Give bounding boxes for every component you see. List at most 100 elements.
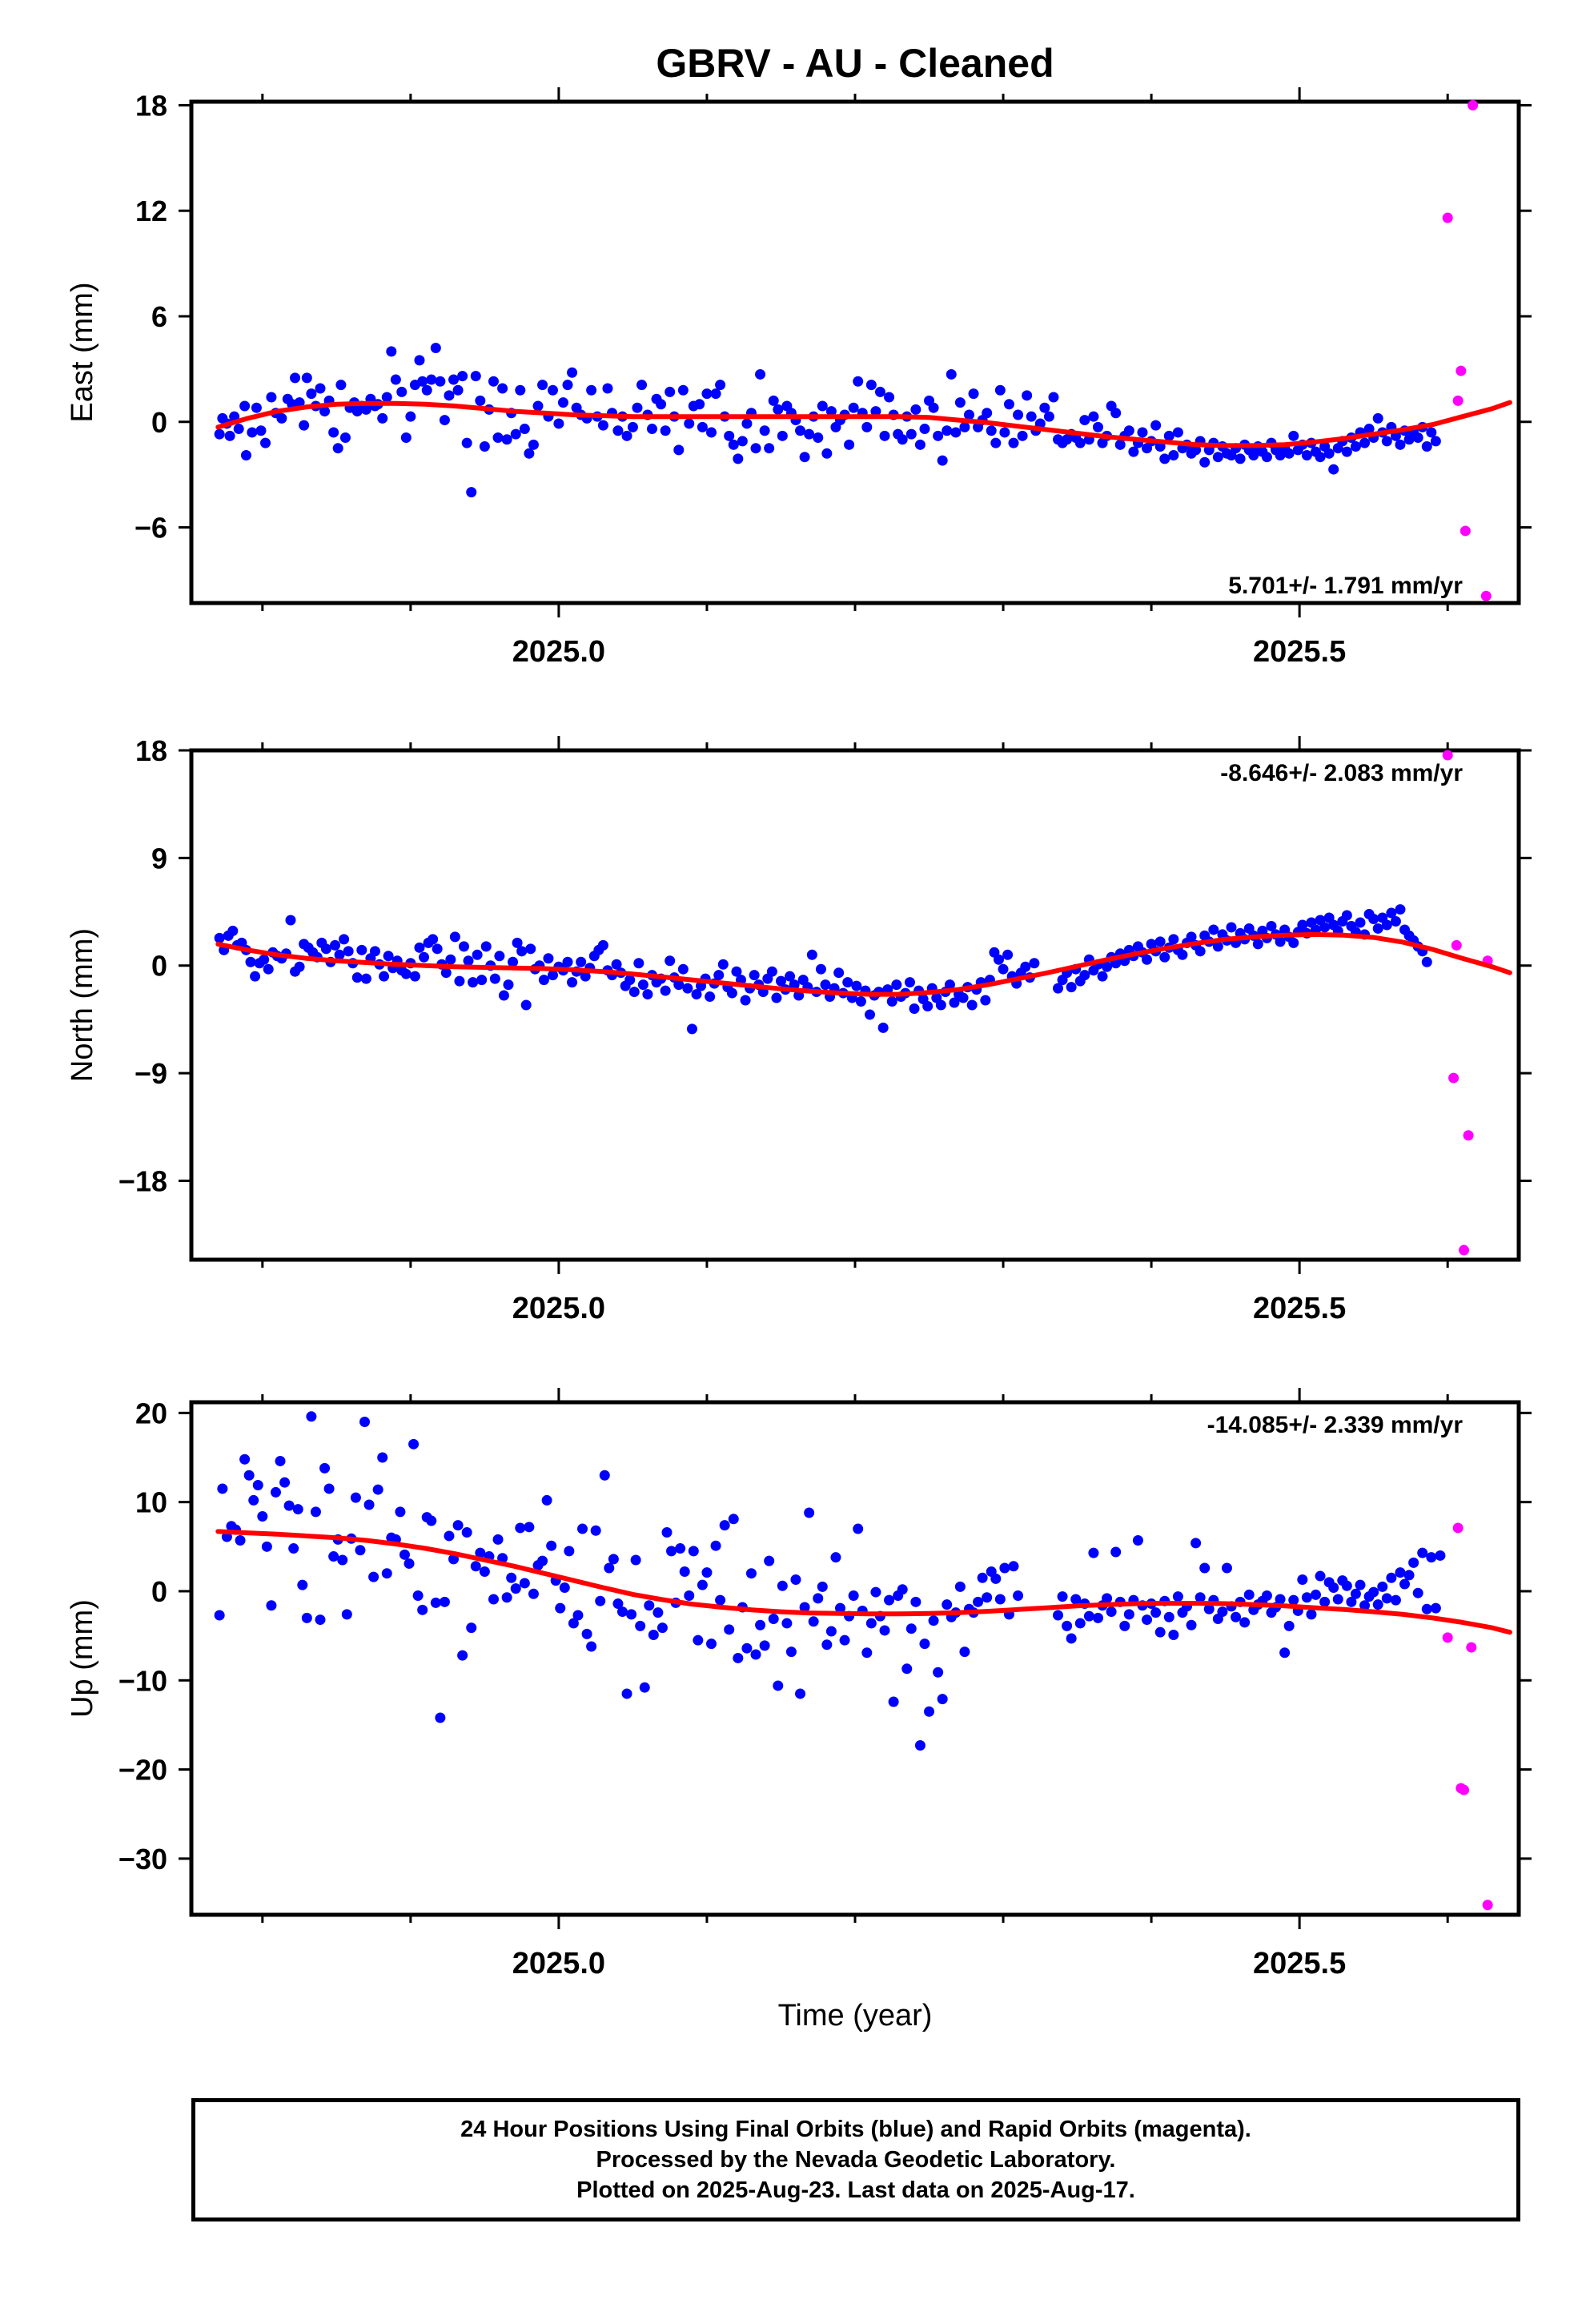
final-orbit-point	[1212, 452, 1223, 463]
final-orbit-point	[494, 951, 505, 962]
y-axis-label: North (mm)	[66, 928, 99, 1082]
final-orbit-point	[1212, 941, 1223, 952]
final-orbit-point	[239, 400, 251, 412]
final-orbit-point	[239, 1454, 251, 1465]
final-orbit-point	[652, 1607, 664, 1618]
final-orbit-point	[1186, 1619, 1197, 1630]
final-orbit-point	[740, 995, 751, 1006]
fit-curve	[215, 400, 1512, 448]
final-orbit-point	[472, 949, 483, 960]
final-orbit-point	[562, 380, 573, 391]
final-orbit-point	[994, 1594, 1006, 1605]
y-tick-label: 18	[135, 734, 167, 767]
y-tick-label: 6	[151, 300, 167, 333]
rapid-orbit-point	[1456, 365, 1467, 376]
final-orbit-point	[785, 1647, 797, 1658]
final-orbit-point	[759, 425, 770, 436]
final-orbit-point	[1350, 1588, 1361, 1599]
final-orbit-point	[470, 371, 481, 382]
final-orbit-point	[946, 368, 957, 380]
final-orbit-point	[815, 963, 826, 975]
final-orbit-point	[697, 421, 708, 432]
final-orbit-point	[1119, 1620, 1130, 1631]
final-orbit-point	[942, 425, 953, 436]
final-orbit-point	[673, 979, 685, 991]
final-orbit-point	[546, 1540, 557, 1551]
final-orbit-point	[741, 1642, 753, 1654]
final-orbit-point	[688, 1546, 699, 1557]
final-orbit-point	[820, 979, 831, 991]
final-orbit-point	[1020, 961, 1031, 972]
final-orbit-point	[1275, 1594, 1286, 1605]
final-orbit-point	[1208, 924, 1219, 935]
final-orbit-point	[257, 1510, 268, 1522]
final-orbit-point	[404, 1558, 415, 1569]
final-orbit-point	[520, 999, 532, 1011]
final-orbit-point	[842, 977, 853, 988]
final-orbit-point	[993, 954, 1004, 965]
y-tick-label: 20	[135, 1397, 167, 1429]
final-orbit-point	[1191, 1538, 1202, 1549]
rapid-orbit-point	[1466, 1642, 1477, 1653]
final-orbit-point	[250, 971, 261, 982]
final-orbit-point	[781, 1618, 793, 1629]
final-orbit-point	[1426, 1552, 1437, 1563]
final-orbit-point	[1150, 1607, 1162, 1618]
final-orbit-point	[646, 424, 657, 435]
final-orbit-point	[632, 402, 643, 413]
final-orbit-point	[468, 977, 479, 988]
final-orbit-point	[897, 1584, 908, 1595]
final-orbit-point	[933, 430, 944, 441]
final-orbit-point	[1412, 432, 1423, 444]
final-orbit-point	[283, 1500, 295, 1511]
final-orbit-point	[942, 1599, 953, 1610]
final-orbit-point	[853, 376, 864, 387]
x-tick-label: 2025.5	[1253, 1292, 1346, 1325]
fit-curve	[215, 931, 1512, 997]
final-orbit-point	[1043, 411, 1054, 422]
final-orbit-point	[731, 966, 742, 977]
final-orbit-point	[684, 1590, 695, 1602]
final-orbit-point	[1102, 1593, 1113, 1604]
final-orbit-point	[990, 1573, 1002, 1584]
final-orbit-point	[1395, 439, 1406, 450]
final-orbit-point	[648, 1630, 659, 1641]
final-orbit-point	[1191, 444, 1202, 456]
final-orbit-point	[1275, 936, 1286, 947]
final-orbit-point	[697, 1579, 708, 1590]
final-orbit-point	[1372, 412, 1383, 424]
final-orbit-point	[350, 1492, 361, 1503]
final-orbit-point	[905, 1623, 917, 1634]
final-orbit-point	[636, 380, 648, 391]
footer-line-orbits: 24 Hour Positions Using Final Orbits (bl…	[460, 2117, 1251, 2142]
final-orbit-point	[604, 1562, 615, 1574]
final-orbit-point	[627, 421, 638, 432]
final-orbit-point	[804, 1507, 815, 1518]
final-orbit-point	[372, 1484, 383, 1495]
x-axis-label: Time (year)	[778, 1999, 933, 2032]
final-orbit-point	[383, 951, 394, 962]
final-orbit-point	[334, 949, 345, 960]
final-orbit-point	[694, 399, 705, 410]
final-orbit-point	[954, 397, 966, 408]
final-orbit-point	[360, 973, 371, 984]
final-orbit-point	[963, 409, 974, 420]
final-orbit-point	[733, 453, 744, 464]
final-orbit-point	[1066, 1633, 1077, 1644]
final-orbit-point	[879, 1625, 890, 1636]
final-orbit-point	[825, 406, 837, 417]
final-orbit-point	[968, 388, 979, 400]
final-orbit-point	[750, 443, 761, 454]
final-orbit-point	[1154, 936, 1166, 947]
final-orbit-point	[466, 487, 477, 498]
y-axis-label: East (mm)	[66, 282, 99, 422]
final-orbit-point	[323, 1483, 335, 1494]
final-orbit-point	[982, 408, 993, 419]
final-orbit-point	[1359, 1600, 1371, 1611]
rapid-orbit-point	[1442, 750, 1453, 761]
final-orbit-point	[445, 954, 456, 965]
final-orbit-point	[524, 448, 535, 459]
final-orbit-point	[1163, 1611, 1174, 1622]
final-orbit-point	[595, 1595, 606, 1606]
final-orbit-point	[870, 1586, 881, 1598]
